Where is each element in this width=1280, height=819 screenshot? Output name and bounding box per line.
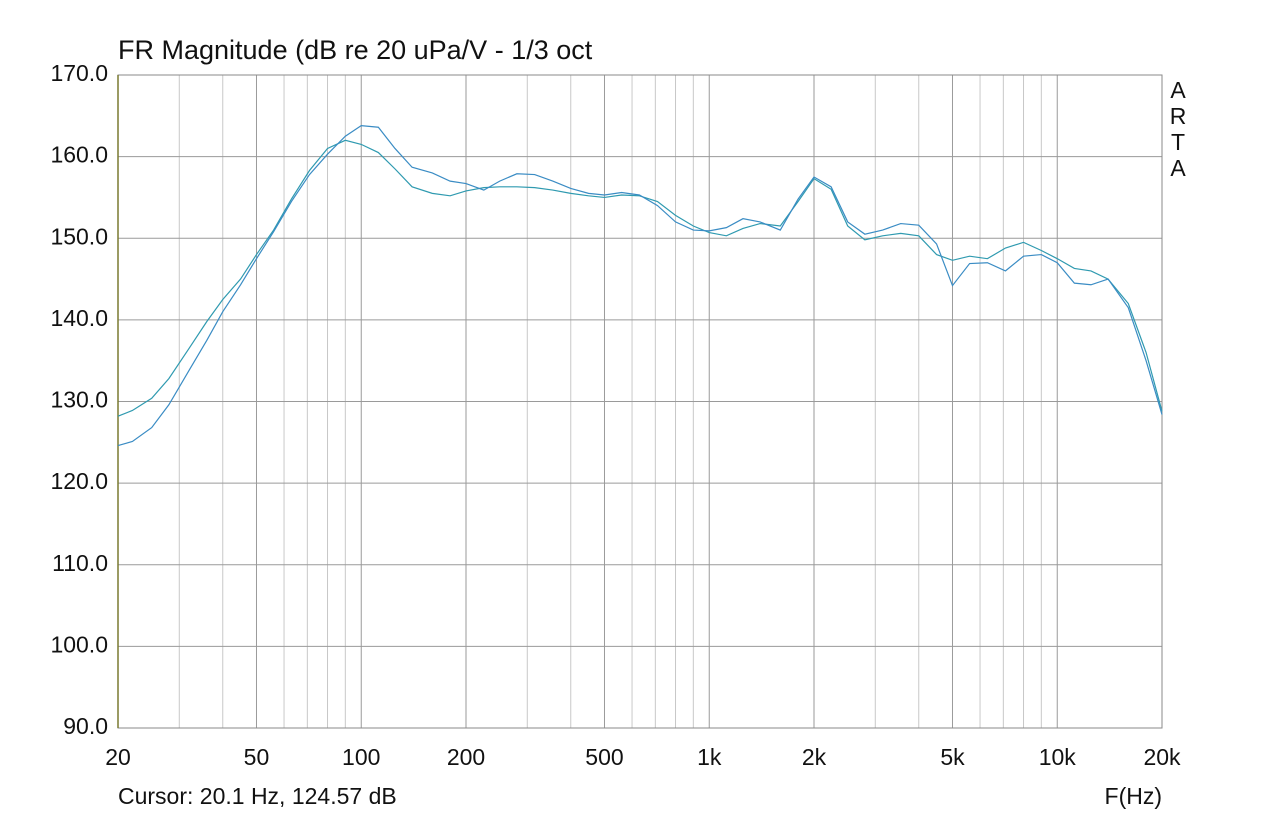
x-tick-label: 200: [447, 744, 485, 770]
x-tick-label: 20k: [1143, 744, 1181, 770]
watermark: ARTA: [1165, 77, 1191, 181]
x-tick-label: 10k: [1039, 744, 1077, 770]
x-tick-label: 100: [342, 744, 380, 770]
series-line: [117, 139, 1163, 417]
x-tick-label: 50: [244, 744, 270, 770]
y-tick-label: 170.0: [50, 60, 108, 86]
x-tick-label: 2k: [802, 744, 827, 770]
chart-title: FR Magnitude (dB re 20 uPa/V - 1/3 oct: [118, 35, 593, 65]
x-tick-label: 5k: [940, 744, 965, 770]
x-axis-label: F(Hz): [1105, 783, 1162, 809]
x-tick-label: 500: [585, 744, 623, 770]
y-tick-label: 140.0: [50, 305, 108, 331]
y-tick-label: 90.0: [63, 713, 108, 739]
cursor-readout: Cursor: 20.1 Hz, 124.57 dB: [118, 783, 397, 809]
y-tick-label: 160.0: [50, 142, 108, 168]
series-line: [117, 124, 1163, 447]
y-tick-label: 120.0: [50, 468, 108, 494]
y-tick-label: 150.0: [50, 223, 108, 249]
x-tick-label: 20: [105, 744, 131, 770]
x-tick-label: 1k: [697, 744, 722, 770]
y-tick-label: 130.0: [50, 387, 108, 413]
y-tick-label: 110.0: [52, 550, 108, 576]
y-tick-label: 100.0: [50, 631, 108, 657]
